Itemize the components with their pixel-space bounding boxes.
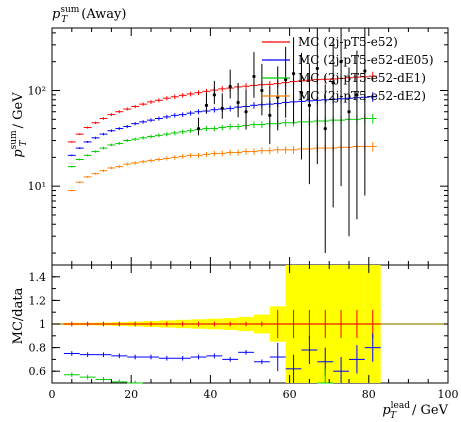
data-point bbox=[228, 84, 232, 89]
ratio-series-2 bbox=[63, 368, 334, 384]
x-tick-label: 80 bbox=[362, 388, 376, 401]
data-point bbox=[204, 103, 209, 107]
x-tick-label: 20 bbox=[124, 388, 138, 401]
data-points bbox=[196, 28, 367, 254]
data-point bbox=[268, 113, 272, 117]
ratio-y-tick-label: 1.4 bbox=[29, 271, 47, 284]
data-point bbox=[323, 126, 327, 131]
ratio-y-tick-label: 0.6 bbox=[29, 365, 47, 378]
data-point bbox=[347, 110, 351, 114]
x-tick-label: 0 bbox=[49, 388, 56, 401]
legend-label: MC (2j-pT5-e52-dE05) bbox=[298, 53, 434, 67]
ratio-y-tick-label: 0.8 bbox=[29, 342, 47, 355]
data-point bbox=[196, 126, 201, 131]
data-point bbox=[363, 69, 367, 73]
data-point bbox=[307, 103, 311, 107]
ratio-y-tick-label: 1.2 bbox=[29, 294, 47, 307]
data-point bbox=[355, 93, 359, 97]
x-axis-label: plead T / GeV bbox=[382, 401, 448, 421]
ratio-panel: 0.6 0.8 1 1.2 1.4 0 20 40 60 80 100 bbox=[29, 264, 459, 401]
main-y-tick-label: 10¹ bbox=[28, 180, 46, 193]
data-point bbox=[212, 93, 216, 97]
main-y-tick-label: 10² bbox=[28, 84, 46, 97]
data-point bbox=[252, 74, 256, 79]
data-point bbox=[315, 66, 319, 71]
data-point bbox=[339, 60, 343, 64]
series-3 bbox=[67, 141, 377, 192]
chart-title: psum T (Away) bbox=[52, 5, 126, 25]
data-point bbox=[236, 100, 240, 105]
x-tick-label: 60 bbox=[283, 388, 297, 401]
legend: MC (2j-pT5-e52) MC (2j-pT5-e52-dE05) MC (2… bbox=[262, 35, 434, 103]
main-panel: 10¹ 10² bbox=[28, 27, 449, 266]
ratio-series-1 bbox=[63, 333, 381, 383]
ratio-y-axis-label: MC/data bbox=[11, 287, 26, 344]
data-point bbox=[299, 91, 304, 95]
series-2 bbox=[67, 113, 377, 168]
data-point bbox=[260, 88, 264, 93]
ratio-y-tick-label: 1 bbox=[39, 318, 46, 331]
data-point bbox=[244, 110, 248, 114]
data-point bbox=[220, 106, 224, 110]
x-tick-label: 100 bbox=[438, 388, 459, 401]
x-tick-label: 40 bbox=[203, 388, 217, 401]
legend-label: MC (2j-pT5-e52-dE1) bbox=[298, 71, 426, 85]
data-point bbox=[291, 72, 296, 76]
data-point bbox=[284, 77, 288, 82]
main-y-axis-label: psumT/ GeV bbox=[9, 92, 29, 158]
legend-label: MC (2j-pT5-e52-dE2) bbox=[298, 89, 426, 103]
data-point bbox=[331, 81, 335, 85]
legend-label: MC (2j-pT5-e52) bbox=[298, 35, 398, 49]
